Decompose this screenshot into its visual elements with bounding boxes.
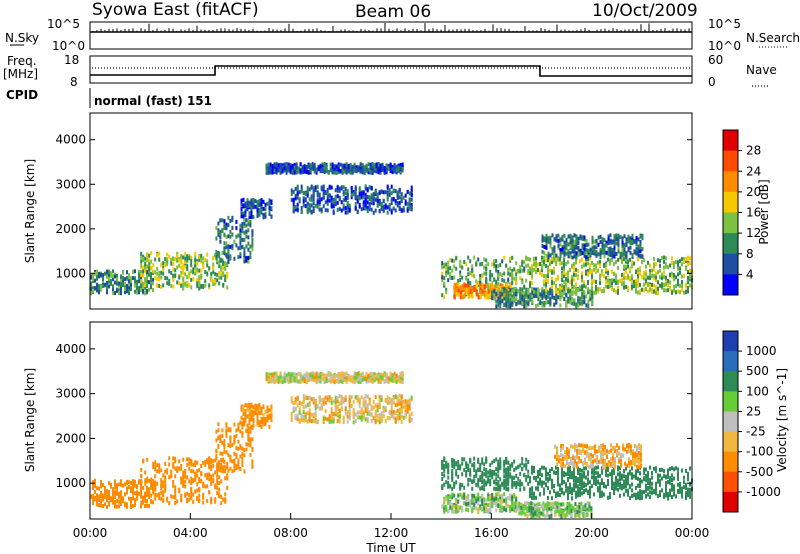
colorbar-swatch (723, 331, 738, 352)
colorbar-tick-label: 4 (746, 267, 754, 281)
colorbar-swatch (723, 491, 738, 513)
colorbar-tick-label: -25 (746, 425, 766, 439)
nsky-series (92, 23, 690, 32)
colorbar-swatch (723, 351, 738, 372)
colorbar-swatch (723, 150, 738, 172)
colorbar-swatch (723, 130, 738, 152)
colorbar-tick-label: -1000 (746, 485, 781, 499)
x-tick-label: 12:00 (374, 526, 409, 540)
x-tick-label: 20:00 (574, 526, 609, 540)
y-tick-label: 3000 (55, 387, 86, 401)
colorbar-swatch (723, 371, 738, 392)
colorbar-swatch (723, 191, 738, 213)
freq-label-1: Freq. (7, 54, 37, 68)
colorbar-tick-label: -100 (746, 445, 773, 459)
colorbar-swatch (723, 391, 738, 412)
x-tick-label: 00:00 (675, 526, 710, 540)
station-title: Syowa East (fitACF) (92, 0, 259, 20)
colorbar-swatch (723, 451, 738, 473)
colorbar-swatch (723, 233, 738, 255)
velocity-y-label: Slant Range [km] (23, 368, 37, 472)
colorbar-tick-label: 100 (746, 384, 769, 398)
colorbar-swatch (723, 212, 738, 234)
nsky-label: N.Sky (5, 31, 39, 45)
cpid-panel: CPID normal (fast) 151 (6, 88, 212, 108)
nsearch-tick-top: 10^5 (708, 17, 741, 31)
y-tick-label: 2000 (55, 222, 86, 236)
nsearch-label: N.Search (746, 31, 800, 45)
x-tick-label: 08:00 (273, 526, 308, 540)
velocity-heatmap (90, 371, 693, 519)
power-colorbar-label: Power [dB] (757, 179, 771, 244)
colorbar-tick-label: 24 (746, 164, 761, 178)
beam-title: Beam 06 (355, 2, 431, 22)
date-title: 10/Oct/2009 (592, 1, 698, 21)
colorbar-tick-label: 16 (746, 206, 761, 220)
velocity-panel: 1000 2000 3000 4000 00:00 04:00 08:00 12:00 16:… (23, 321, 710, 554)
y-tick-label: 2000 (55, 431, 86, 445)
colorbar-tick-label: 20 (746, 185, 761, 199)
power-y-axis: 1000 2000 3000 4000 (55, 133, 692, 280)
colorbar-tick-label: 8 (746, 247, 754, 261)
colorbar-tick-label: -500 (746, 465, 773, 479)
y-tick-label: 4000 (55, 342, 86, 356)
y-tick-label: 3000 (55, 177, 86, 191)
y-tick-label: 1000 (55, 266, 86, 280)
time-x-label: Time UT (365, 541, 416, 554)
freq-panel: Freq. [MHz] 18 8 60 0 Nave (3, 53, 777, 89)
nsky-tick-bottom: 10^0 (52, 39, 85, 53)
power-colorbar: 28 24 20 16 12 8 4 Power [dB] (722, 129, 771, 296)
colorbar-swatch (723, 471, 738, 493)
y-tick-label: 4000 (55, 133, 86, 147)
freq-series (90, 65, 692, 77)
colorbar-swatch (723, 274, 738, 296)
velocity-colorbar-label: Velocity [m s^-1] (775, 368, 789, 472)
colorbar-swatch (723, 431, 738, 453)
x-tick-label: 16:00 (474, 526, 509, 540)
nsky-tick-top: 10^5 (47, 17, 80, 31)
freq-label-2: [MHz] (3, 67, 38, 81)
colorbar-tick-label: 25 (746, 404, 761, 418)
colorbar-tick-label: 12 (746, 226, 761, 240)
nave-tick-top: 60 (708, 53, 723, 67)
y-tick-label: 1000 (55, 476, 86, 490)
time-x-axis: 00:00 04:00 08:00 12:00 16:00 20:00 00:00 (73, 513, 710, 540)
cpid-text: normal (fast) 151 (94, 94, 212, 108)
colorbar-swatch (723, 411, 738, 433)
power-y-label: Slant Range [km] (23, 159, 37, 263)
velocity-colorbar: 1000 500 100 25 -25 -100 -500 -1000 Velocity [m… (722, 330, 789, 513)
power-panel: 1000 2000 3000 4000 Slant Range [km] (23, 112, 693, 310)
freq-tick-bottom: 8 (70, 75, 78, 89)
freq-tick-top: 18 (64, 53, 79, 67)
x-tick-label: 00:00 (73, 526, 108, 540)
colorbar-swatch (723, 171, 738, 193)
colorbar-swatch (723, 253, 738, 275)
colorbar-tick-label: 1000 (746, 344, 777, 358)
colorbar-tick-label: 28 (746, 144, 761, 158)
colorbar-tick-label: 500 (746, 364, 769, 378)
nsearch-tick-bottom: 10^0 (708, 39, 741, 53)
velocity-y-axis: 1000 2000 3000 4000 (55, 342, 692, 490)
nave-tick-bottom: 0 (708, 75, 716, 89)
cpid-label: CPID (6, 88, 38, 102)
nave-label: Nave (746, 63, 777, 77)
nsky-panel: N.Sky 10^5 10^0 10^5 10^0 N.Search (5, 17, 800, 53)
x-tick-label: 04:00 (173, 526, 208, 540)
